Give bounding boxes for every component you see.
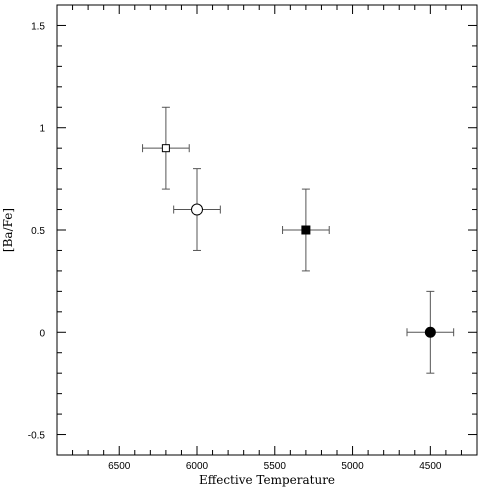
y-tick-label: -0.5 [28, 431, 46, 442]
x-tick-label: 4500 [419, 461, 442, 472]
plot-frame [56, 4, 478, 456]
y-axis-title: [Ba/Fe] [1, 208, 15, 252]
data-point [406, 290, 455, 374]
filled-circle-marker [424, 326, 436, 338]
y-tick-label: 0.5 [31, 226, 45, 237]
data-point [173, 168, 221, 251]
axis-ticks [56, 4, 478, 456]
open-square-marker [161, 144, 170, 153]
y-tick-label: 1 [39, 124, 45, 135]
y-tick-labels: -0.5 0 0.5 1 1.5 [28, 21, 46, 441]
x-tick-label: 6000 [186, 461, 209, 472]
data-points [142, 106, 455, 374]
x-axis-title: Effective Temperature [199, 473, 335, 487]
x-tick-label: 5000 [341, 461, 364, 472]
y-tick-label: 0 [39, 328, 45, 339]
data-point [142, 106, 190, 190]
open-circle-marker [191, 203, 203, 216]
x-tick-label: 5500 [264, 461, 287, 472]
filled-square-marker [301, 225, 311, 235]
data-point [282, 188, 330, 272]
x-tick-labels: 6500 6000 5500 5000 4500 [108, 461, 442, 472]
x-tick-label: 6500 [108, 461, 131, 472]
y-tick-label: 1.5 [31, 21, 45, 32]
